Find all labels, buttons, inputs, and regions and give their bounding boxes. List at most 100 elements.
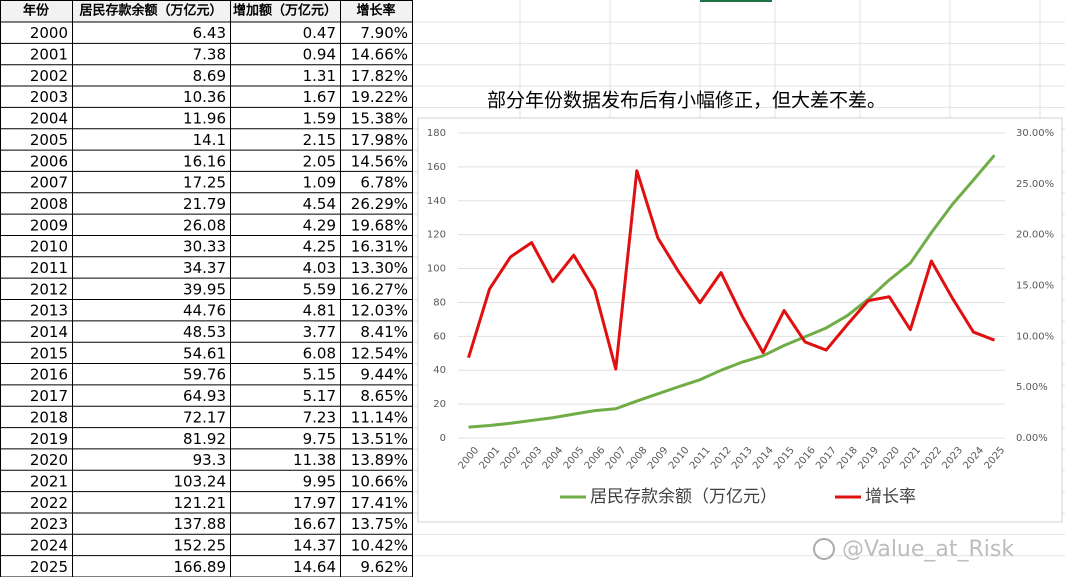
table-cell: 6.08 [303, 344, 336, 362]
table-cell: 16.31% [351, 238, 408, 256]
table-cell: 4.03 [303, 259, 336, 277]
table-cell: 16.67 [293, 515, 336, 533]
table-cell: 166.89 [174, 558, 227, 576]
table-cell: 19.68% [351, 216, 408, 234]
table-cell: 0.47 [303, 24, 336, 42]
table-cell: 26.08 [183, 216, 226, 234]
y-tick-label: 100 [427, 264, 446, 275]
table-cell: 2024 [30, 536, 68, 554]
table-cell: 81.92 [183, 430, 226, 448]
table-cell: 2006 [30, 152, 68, 170]
table-cell: 4.54 [303, 195, 336, 213]
table-cell: 4.29 [303, 216, 336, 234]
table-cell: 0.94 [303, 46, 336, 64]
table-cell: 5.59 [303, 280, 336, 298]
table-cell: 14.66% [351, 46, 408, 64]
table-cell: 4.81 [303, 302, 336, 320]
table-cell: 13.89% [351, 451, 408, 469]
table-cell: 7.38 [193, 46, 226, 64]
table-cell: 11.14% [351, 408, 408, 426]
table-cell: 2022 [30, 494, 68, 512]
table-cell: 11.96 [183, 110, 226, 128]
table-cell: 17.41% [351, 494, 408, 512]
table-cell: 2017 [30, 387, 68, 405]
series-line [467, 169, 996, 371]
table-cell: 137.88 [174, 515, 227, 533]
table-cell: 10.36 [183, 88, 226, 106]
header-bg [0, 0, 412, 22]
table-cell: 2018 [30, 408, 68, 426]
table-cell: 5.17 [303, 387, 336, 405]
table-cell: 2019 [30, 430, 68, 448]
y-tick-label: 40 [433, 365, 446, 376]
table-cell: 7.23 [303, 408, 336, 426]
header-cell: 增长率 [356, 3, 395, 19]
table-cell: 15.38% [351, 110, 408, 128]
table-cell: 5.15 [303, 366, 336, 384]
y2-tick-label: 10.00% [1016, 331, 1054, 342]
table-cell: 2003 [30, 88, 68, 106]
table-cell: 1.67 [303, 88, 336, 106]
table-cell: 2023 [30, 515, 68, 533]
table-cell: 16.27% [351, 280, 408, 298]
chart-area [417, 117, 1063, 523]
y-tick-label: 180 [427, 128, 446, 139]
table-cell: 14.1 [193, 131, 226, 149]
y-tick-label: 80 [433, 297, 446, 308]
table-cell: 6.78% [360, 174, 408, 192]
table-cell: 11.38 [293, 451, 336, 469]
table-cell: 64.93 [183, 387, 226, 405]
y-tick-label: 20 [433, 399, 446, 410]
table-cell: 14.64 [293, 558, 336, 576]
legend-label: 增长率 [865, 487, 916, 507]
table-cell: 2000 [30, 24, 68, 42]
table-cell: 4.25 [303, 238, 336, 256]
table-cell: 103.24 [174, 472, 227, 490]
table-cell: 8.41% [360, 323, 408, 341]
active-cell-mark [700, 0, 772, 2]
table-cell: 2013 [30, 302, 68, 320]
table-cell: 13.75% [351, 515, 408, 533]
table-cell: 2009 [30, 216, 68, 234]
table-cell: 14.56% [351, 152, 408, 170]
table-cell: 17.82% [351, 67, 408, 85]
table-cell: 2007 [30, 174, 68, 192]
y2-tick-label: 25.00% [1016, 179, 1054, 190]
table-cell: 48.53 [183, 323, 226, 341]
table-cell: 8.65% [360, 387, 408, 405]
table-cell: 16.16 [183, 152, 226, 170]
table-cell: 121.21 [174, 494, 227, 512]
table-cell: 2010 [30, 238, 68, 256]
table-cell: 17.25 [183, 174, 226, 192]
table-cell: 12.03% [351, 302, 408, 320]
table-cell: 1.31 [303, 67, 336, 85]
table-cell: 8.69 [193, 67, 226, 85]
table-cell: 6.43 [193, 24, 226, 42]
y-tick-label: 120 [427, 230, 446, 241]
table-cell: 3.77 [303, 323, 336, 341]
table-cell: 39.95 [183, 280, 226, 298]
legend-label: 居民存款余额（万亿元） [590, 487, 777, 507]
table-cell: 26.29% [351, 195, 408, 213]
table-cell: 2020 [30, 451, 68, 469]
table-cell: 2012 [30, 280, 68, 298]
y-tick-label: 160 [427, 162, 446, 173]
table-cell: 30.33 [183, 238, 226, 256]
table-cell: 54.61 [183, 344, 226, 362]
table-cell: 21.79 [183, 195, 226, 213]
y-tick-label: 60 [433, 331, 446, 342]
table-cell: 44.76 [183, 302, 226, 320]
table: 年份 居民存款余额（万亿元） 增加额（万亿元） 增长率 2000 6.43 0.47 7.90… [0, 0, 413, 578]
y2-tick-label: 30.00% [1016, 128, 1054, 139]
series-line [468, 154, 996, 429]
y-tick-label: 140 [427, 196, 446, 207]
table-cell: 14.37 [293, 536, 336, 554]
header-cell: 年份 [23, 3, 50, 19]
table-cell: 2002 [30, 67, 68, 85]
table-cell: 10.66% [351, 472, 408, 490]
table-cell: 93.3 [193, 451, 226, 469]
note: 部分年份数据发布后有小幅修正，但大差不差。 [487, 90, 886, 112]
table-cell: 2008 [30, 195, 68, 213]
y2-tick-label: 20.00% [1016, 230, 1054, 241]
